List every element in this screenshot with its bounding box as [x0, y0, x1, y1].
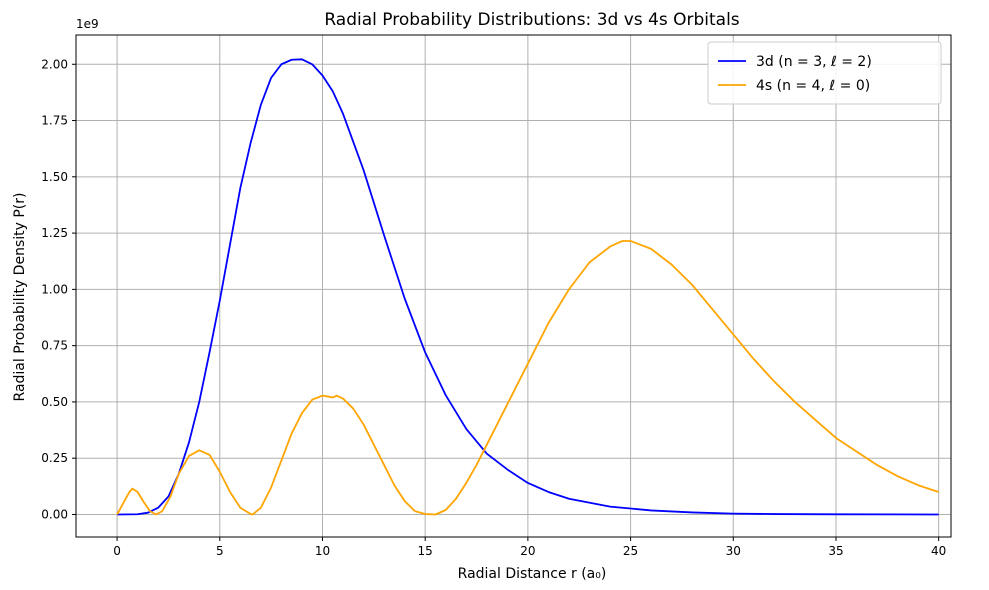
x-tick-label: 15 — [418, 544, 433, 558]
x-tick-label: 40 — [931, 544, 946, 558]
y-tick-label: 0.25 — [41, 451, 68, 465]
x-tick-label: 25 — [623, 544, 638, 558]
y-tick-label: 1.75 — [41, 114, 68, 128]
axes-layer: 0 5 10 15 20 25 30 35 40 0.00 0.25 0.50 0.75 1.00 1.25… — [41, 34, 952, 558]
x-tick-label: 20 — [520, 544, 535, 558]
series-layer — [116, 58, 939, 516]
grid-layer — [76, 35, 951, 537]
series-line-4s — [116, 240, 939, 516]
x-tick-label: 35 — [828, 544, 843, 558]
series-line-3d — [117, 58, 939, 516]
x-tick-label: 0 — [113, 544, 121, 558]
y-tick-label: 1.50 — [41, 170, 68, 184]
x-tick-label: 5 — [216, 544, 224, 558]
legend-box — [707, 41, 942, 105]
x-tick-label: 30 — [726, 544, 741, 558]
legend-label: 4s (n = 4, ℓ = 0) — [756, 78, 870, 94]
x-tick-label: 10 — [315, 544, 330, 558]
y-scale-label: 1e9 — [76, 17, 99, 31]
plot-frame — [75, 34, 952, 538]
y-tick-label: 1.00 — [41, 282, 68, 296]
chart-title: Radial Probability Distributions: 3d vs … — [324, 10, 739, 30]
y-tick-label: 0.00 — [41, 507, 68, 521]
legend: 3d (n = 3, ℓ = 2) 4s (n = 4, ℓ = 0) — [707, 41, 942, 105]
legend-label: 3d (n = 3, ℓ = 2) — [756, 54, 872, 70]
y-tick-label: 0.50 — [41, 395, 68, 409]
y-axis-label: Radial Probability Density P(r) — [12, 193, 28, 402]
y-tick-label: 2.00 — [41, 57, 68, 71]
x-axis-label: Radial Distance r (a₀) — [458, 566, 607, 582]
y-tick-label: 0.75 — [41, 339, 68, 353]
y-tick-label: 1.25 — [41, 226, 68, 240]
